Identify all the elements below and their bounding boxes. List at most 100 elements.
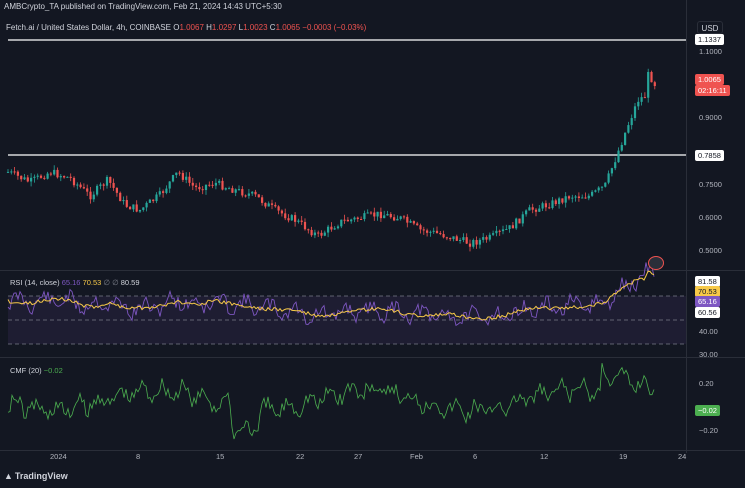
candle-body (323, 232, 326, 236)
rsi-legend[interactable]: RSI (14, close) 65.16 70.53 ∅ ∅ 80.59 (10, 278, 140, 287)
candle-body (115, 187, 118, 193)
candle-body (162, 191, 165, 193)
cmf-line (7, 363, 655, 440)
candle-body (188, 176, 191, 183)
candle-body (112, 182, 115, 188)
brand-text: TradingView (14, 471, 68, 481)
candle-body (105, 176, 109, 186)
candle-body (290, 215, 293, 221)
candle-body (505, 229, 508, 231)
candle-body (482, 237, 485, 240)
close-label: C (269, 23, 276, 32)
candle-body (96, 185, 99, 195)
candle-body (310, 229, 313, 236)
candle-body (300, 220, 303, 222)
candle-body (653, 82, 656, 87)
pane-divider-cmf[interactable] (0, 357, 745, 358)
candle-body (422, 229, 425, 231)
candle-body (567, 196, 571, 199)
candle-body (264, 202, 267, 207)
candle-body (508, 225, 511, 230)
candle-body (294, 215, 297, 222)
candle-body (201, 189, 204, 191)
candle-body (135, 204, 138, 212)
candle-body (168, 181, 171, 189)
candle-body (445, 237, 448, 239)
candle-body (89, 191, 92, 200)
candle-body (234, 189, 237, 193)
candle-body (637, 101, 640, 107)
candle-body (478, 239, 481, 245)
candle-body (346, 219, 349, 222)
candle-body (396, 218, 399, 221)
candle-body (383, 215, 386, 219)
candle-body (26, 177, 29, 182)
candle-body (336, 226, 340, 229)
tradingview-logo-icon: ▲ (4, 471, 13, 481)
candle-body (389, 213, 392, 218)
rsi-extra-1: ∅ (103, 278, 110, 287)
candle-body (333, 228, 336, 230)
candle-body (492, 233, 495, 235)
candle-body (399, 216, 402, 219)
rsi-title: RSI (14, close) (10, 278, 60, 287)
candle-body (33, 176, 36, 178)
high-value: 1.0297 (211, 23, 237, 32)
candle-body (195, 185, 198, 188)
candle-body (459, 240, 462, 242)
candle-body (53, 169, 56, 175)
candle-body (119, 192, 122, 202)
candle-body (518, 218, 521, 224)
open-label: O (173, 23, 180, 32)
candle-body (13, 171, 16, 173)
currency-button[interactable]: USD (697, 21, 723, 34)
tradingview-brand[interactable]: ▲ TradingView (4, 471, 68, 481)
flag-icon[interactable] (648, 256, 664, 270)
candle-body (247, 193, 250, 196)
symbol-legend[interactable]: Fetch.ai / United States Dollar, 4h, COI… (6, 23, 366, 32)
candle-body (353, 217, 356, 220)
candle-body (534, 209, 538, 212)
candle-body (587, 195, 590, 199)
candle-body (148, 199, 151, 203)
candle-body (511, 225, 514, 229)
candle-body (468, 243, 472, 247)
candle-body (228, 188, 231, 190)
resistance-level-tag: 1.1337 (695, 34, 724, 45)
candle-body (307, 229, 310, 231)
rsi-axis-label: 40.00 (699, 327, 718, 336)
candle-body (475, 240, 478, 245)
candle-body (419, 225, 422, 230)
rsi-line (7, 262, 655, 327)
candle-body (63, 176, 66, 178)
candle-body (76, 184, 79, 186)
candle-body (406, 216, 409, 223)
candle-body (554, 200, 557, 205)
candle-body (584, 197, 587, 199)
candle-body (564, 196, 567, 203)
candle-body (402, 216, 406, 218)
candle-body (317, 232, 320, 234)
last-price-tag: 1.0065 (695, 74, 724, 85)
candle-body (178, 172, 181, 174)
candle-body (129, 206, 132, 210)
rsi-high-tag: 81.58 (695, 276, 720, 287)
candle-body (79, 184, 82, 188)
candle-body (251, 191, 254, 194)
candle-body (132, 204, 135, 210)
candle-body (16, 171, 19, 176)
candle-body (56, 169, 59, 178)
candle-body (455, 236, 458, 241)
candle-body (241, 189, 244, 196)
candle-body (158, 191, 161, 195)
candle-body (551, 200, 554, 208)
candle-body (577, 196, 580, 199)
candle-body (138, 209, 142, 212)
rsi-extra-2: ∅ (112, 278, 119, 287)
candle-body (643, 97, 646, 99)
cmf-legend[interactable]: CMF (20) −0.02 (10, 366, 63, 375)
candle-body (297, 220, 300, 222)
pane-divider-rsi[interactable] (0, 270, 745, 271)
